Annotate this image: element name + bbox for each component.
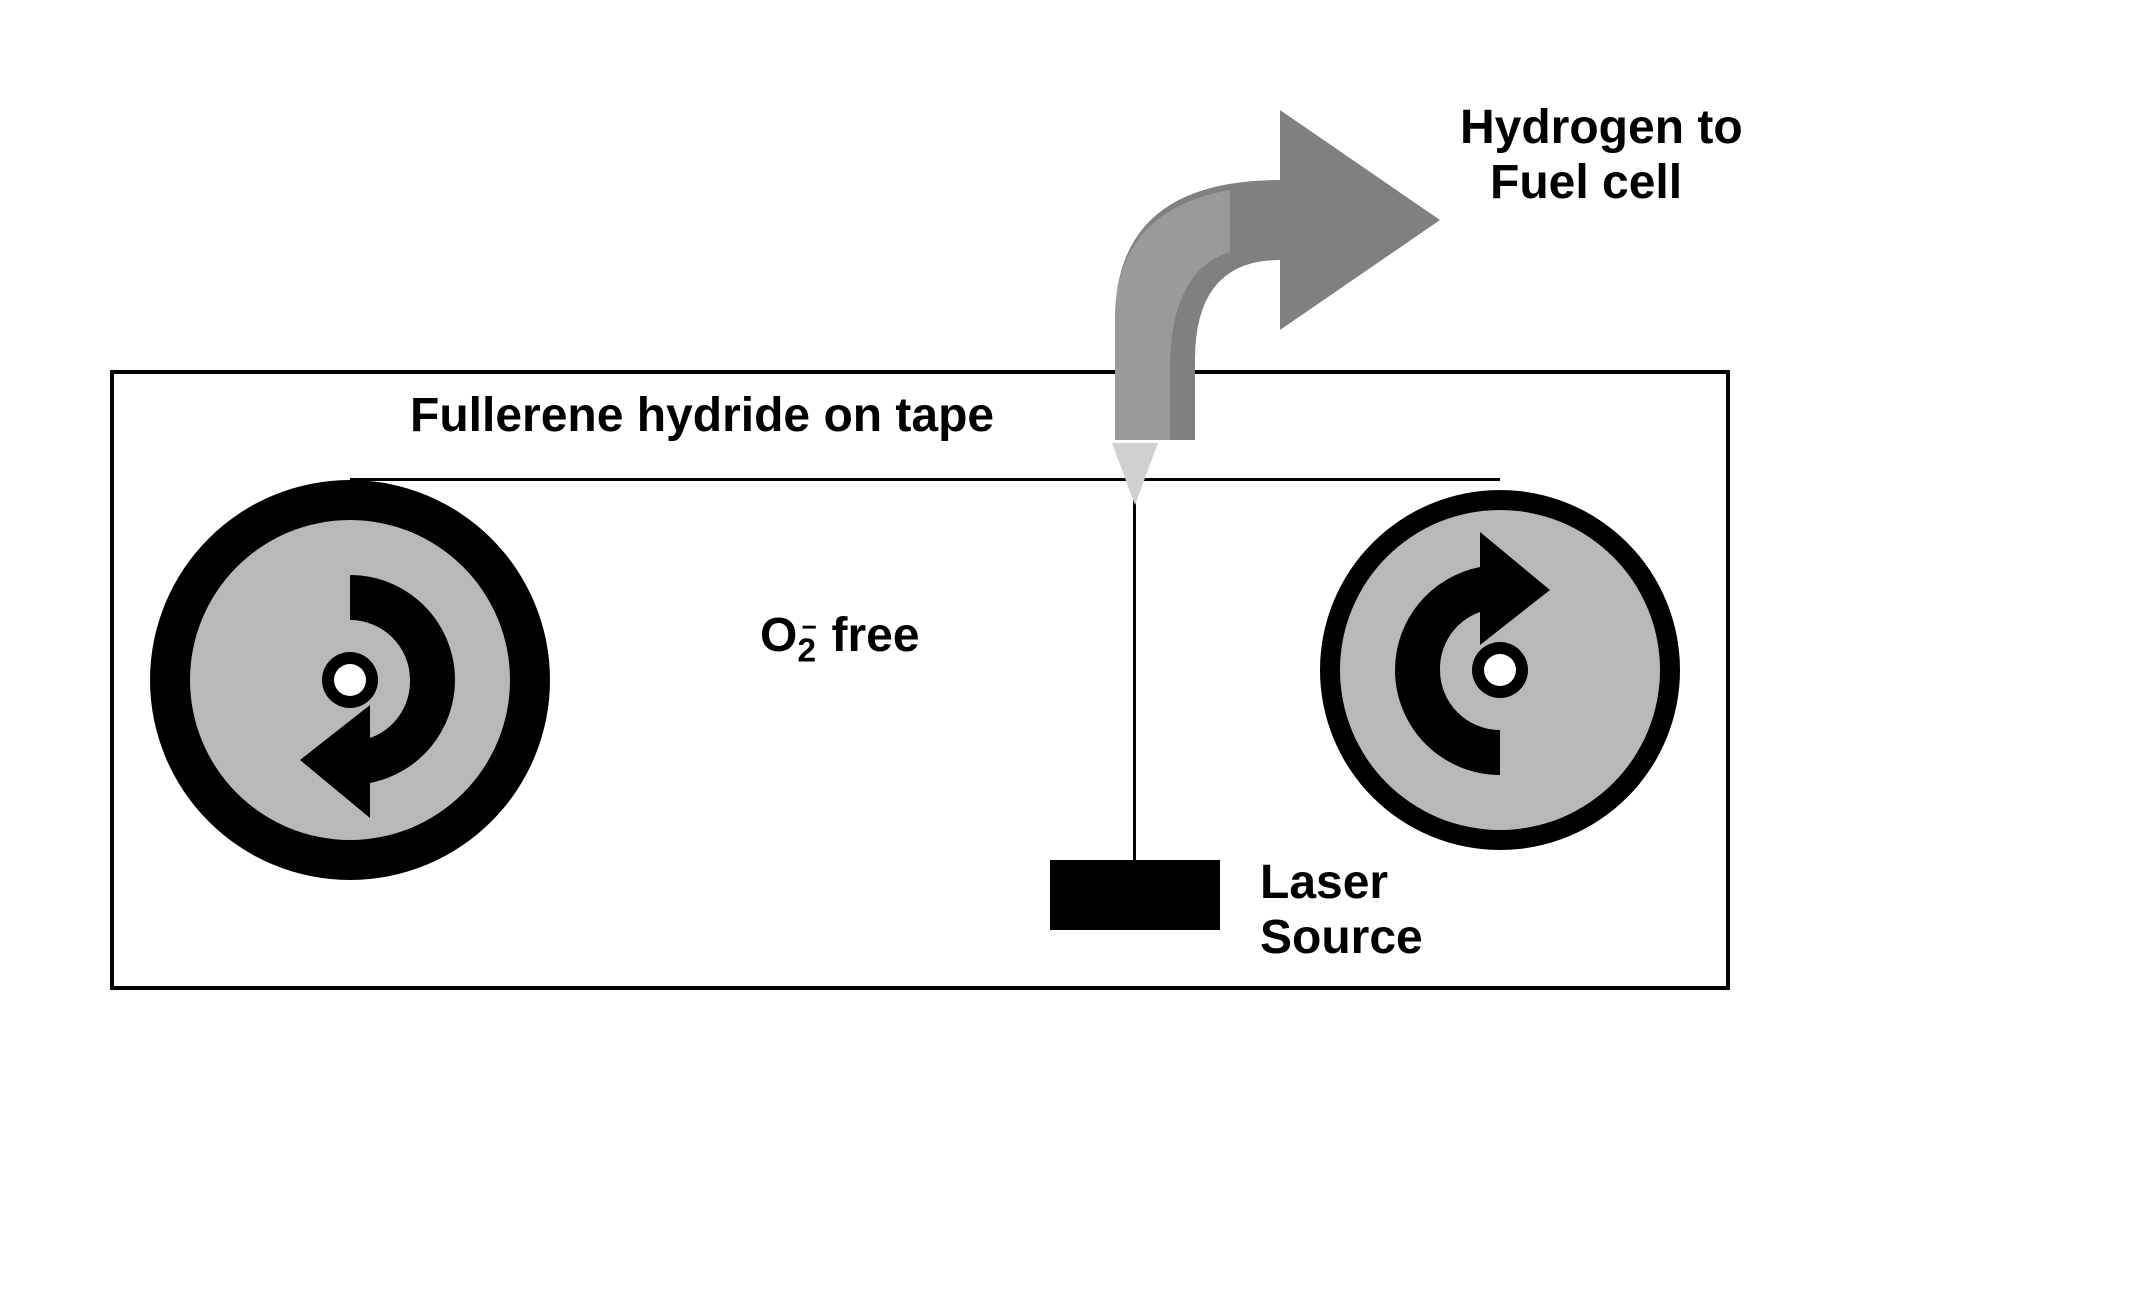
tape-label: Fullerene hydride on tape xyxy=(410,390,994,443)
tape-line xyxy=(350,478,1500,481)
laser-source-box xyxy=(1050,860,1220,930)
right-reel-hub-inner xyxy=(1484,654,1516,686)
left-reel-hub-inner xyxy=(334,664,366,696)
laser-beam xyxy=(1133,480,1136,860)
hydrogen-label: Hydrogen to Fuel cell xyxy=(1460,100,1743,210)
o2-free-label: O2−free xyxy=(760,610,920,671)
diagram-canvas: Fullerene hydride on tape O2−free Laser … xyxy=(40,40,2089,1265)
laser-label: Laser Source xyxy=(1260,855,1423,965)
